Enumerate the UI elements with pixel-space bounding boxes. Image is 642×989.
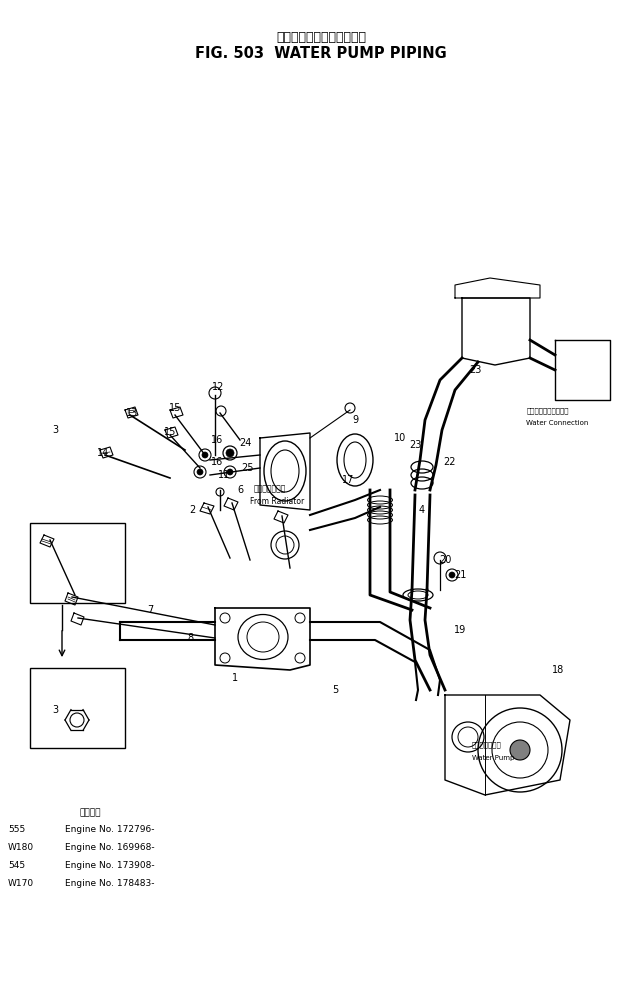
Text: 12: 12 [212, 382, 224, 392]
Text: 16: 16 [211, 435, 223, 445]
Text: ラジエータから: ラジエータから [254, 485, 286, 494]
Text: 15: 15 [164, 427, 176, 437]
Text: 23: 23 [409, 440, 421, 450]
Text: 14: 14 [97, 448, 109, 458]
Text: 7: 7 [147, 605, 153, 615]
Text: 545: 545 [8, 861, 25, 870]
Ellipse shape [197, 469, 203, 475]
Ellipse shape [226, 449, 234, 457]
Text: From Radiator: From Radiator [250, 497, 305, 506]
Text: 8: 8 [187, 633, 193, 643]
Text: ウォータポンプ: ウォータポンプ [472, 742, 501, 749]
Bar [30, 523, 125, 603]
Text: 4: 4 [419, 505, 425, 515]
Text: Engine No. 173908-: Engine No. 173908- [65, 861, 155, 870]
Bar [30, 668, 125, 748]
Text: 23: 23 [469, 365, 482, 375]
Text: 17: 17 [342, 475, 354, 485]
Text: 2: 2 [189, 505, 195, 515]
Text: 21: 21 [454, 570, 466, 580]
Text: FIG. 503  WATER PUMP PIPING: FIG. 503 WATER PUMP PIPING [195, 45, 447, 61]
Text: 25: 25 [242, 463, 254, 473]
Text: Engine No. 169968-: Engine No. 169968- [65, 843, 155, 852]
Text: 19: 19 [454, 625, 466, 635]
Text: 5: 5 [332, 685, 338, 695]
Text: 24: 24 [239, 438, 251, 448]
Text: ウォータポンプバイピング: ウォータポンプバイピング [276, 31, 366, 45]
Text: 3: 3 [52, 705, 58, 715]
Text: ウォータコネクション: ウォータコネクション [526, 407, 569, 414]
Text: 6: 6 [237, 485, 243, 495]
Text: Engine No. 178483-: Engine No. 178483- [65, 879, 155, 888]
Text: 555: 555 [8, 825, 25, 834]
Text: 15: 15 [169, 403, 181, 413]
Text: 1: 1 [232, 673, 238, 683]
Text: 10: 10 [394, 433, 406, 443]
Text: W170: W170 [8, 879, 34, 888]
Text: 9: 9 [352, 415, 358, 425]
Text: 18: 18 [552, 665, 564, 675]
Ellipse shape [449, 572, 455, 578]
Text: 22: 22 [444, 457, 456, 467]
Text: Engine No. 172796-: Engine No. 172796- [65, 825, 155, 834]
Text: 3: 3 [52, 425, 58, 435]
Text: 13: 13 [126, 408, 138, 418]
Text: Water Pump: Water Pump [472, 755, 514, 761]
Ellipse shape [202, 452, 208, 458]
Text: 16: 16 [211, 457, 223, 467]
Text: Water Connection: Water Connection [526, 420, 589, 426]
Text: 20: 20 [439, 555, 451, 565]
Text: 11: 11 [218, 470, 230, 480]
Ellipse shape [227, 469, 233, 475]
Text: W180: W180 [8, 843, 34, 852]
Text: 適用号機: 適用号機 [80, 808, 101, 817]
Ellipse shape [510, 740, 530, 760]
